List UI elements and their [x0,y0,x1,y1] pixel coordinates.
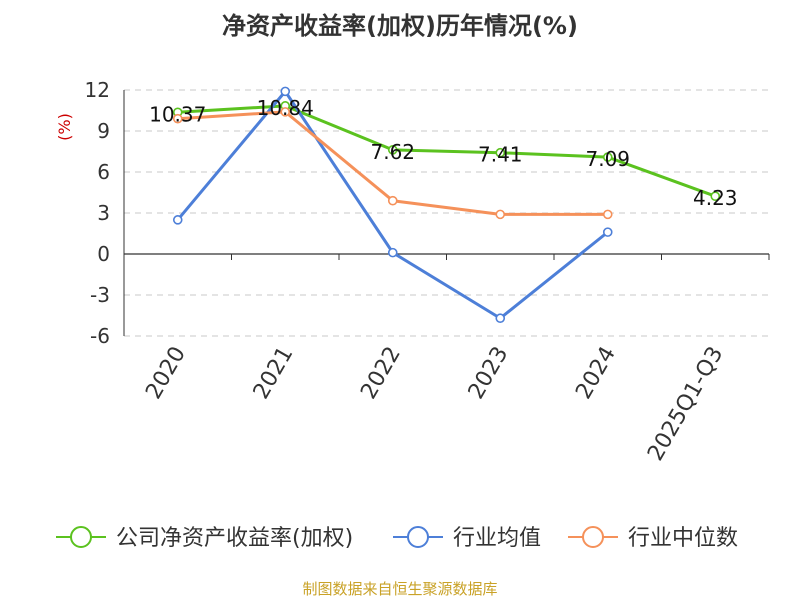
data-point [495,313,506,324]
x-tick-label: 2021 [249,343,299,404]
chart-title: 净资产收益率(加权)历年情况(%) [222,12,578,40]
y-tick-label: 6 [97,160,110,184]
data-point [387,145,398,155]
y-tick-label: 0 [97,242,110,266]
data-point [602,152,613,162]
legend-layer: 公司净资产收益率(加权) 行业均值 行业中位数 [56,526,738,551]
data-label: 7.41 [478,143,523,167]
source-note: 制图数据来自恒生聚源数据库 [302,580,498,598]
data-point [495,209,506,220]
x-tick-label: 2020 [141,343,191,404]
x-tick-label: 2024 [571,343,621,404]
data-point [172,215,183,225]
legend-item: 行业均值 [393,526,541,551]
data-label: 10.84 [257,96,314,120]
legend-item: 公司净资产收益率(加权) [56,526,353,551]
y-tick-label: -3 [90,283,110,307]
legend-item: 行业中位数 [568,526,738,551]
legend-label: 公司净资产收益率(加权) [116,526,353,551]
y-tick-label: -6 [90,324,110,348]
data-label: 4.23 [693,186,738,210]
y-axis-label: (%) [55,113,74,141]
legend-marker [582,526,604,548]
data-label: 7.62 [370,140,415,164]
y-tick-label: 3 [97,201,110,225]
data-point [387,247,398,258]
legend-label: 行业均值 [453,526,541,551]
y-tick-label: 9 [97,119,110,143]
y-tick-label: 12 [85,78,110,102]
data-point [602,227,613,237]
label-layer: 10.37 10.84 7.62 7.41 7.09 4.23 [149,96,737,210]
legend-marker [70,526,92,548]
legend-marker [407,526,429,548]
data-point [172,113,183,124]
x-tick-label: 2025Q1-Q3 [643,343,728,466]
data-point [280,86,291,97]
data-point [387,195,398,206]
series-line-0 [177,104,716,198]
data-point [495,147,506,158]
grid-layer [124,89,769,337]
x-tick-label: 2023 [464,343,514,404]
data-point [710,191,721,201]
data-point [602,209,613,220]
axis-layer: 12 9 6 3 0 -3 -6 2020 2021 2022 2023 2024 2025Q1-Q3 (… [55,78,770,466]
data-label: 10.37 [149,102,206,126]
x-tick-label: 2022 [356,343,406,404]
data-point [280,107,291,117]
data-label: 7.09 [585,147,630,171]
legend-label: 行业中位数 [628,526,738,551]
series-layer [172,86,721,324]
